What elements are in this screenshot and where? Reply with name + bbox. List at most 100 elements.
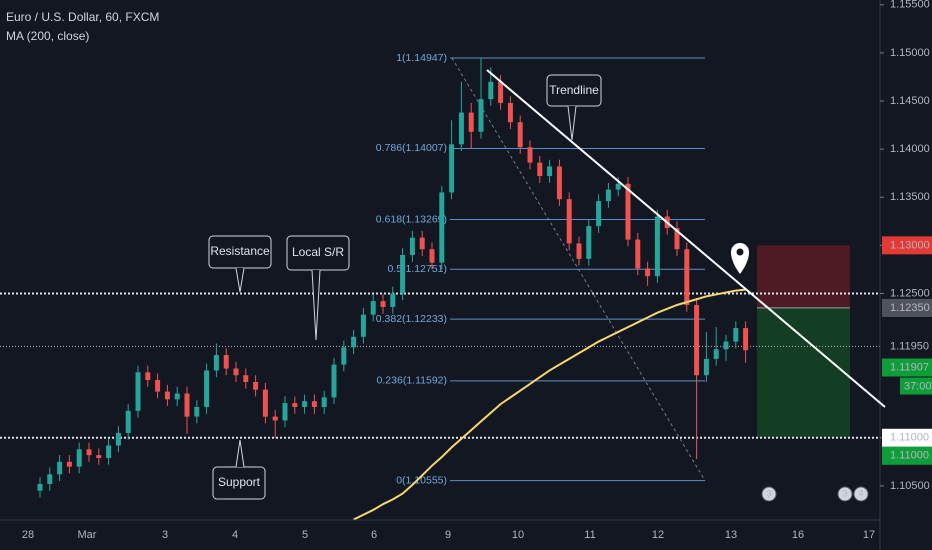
callout: Local S/R: [286, 235, 350, 341]
candle-body: [106, 445, 112, 458]
x-tick-label: 11: [584, 529, 595, 541]
event-badge: [837, 486, 853, 502]
x-tick-label: 3: [162, 529, 168, 541]
callout-text: Support: [218, 475, 261, 489]
candle-body: [302, 401, 308, 407]
candle-body: [135, 372, 141, 411]
callout: Resistance: [208, 235, 272, 293]
candle-body: [233, 368, 239, 376]
candle-body: [331, 364, 337, 398]
candle-body: [360, 314, 366, 337]
stop-zone: [757, 245, 850, 308]
candle-body: [155, 380, 161, 392]
candle-body: [694, 305, 700, 376]
candle-body: [321, 397, 327, 407]
candle-body: [429, 249, 435, 263]
event-count: 3: [766, 488, 771, 498]
candle-body: [547, 166, 553, 177]
candle-body: [625, 183, 631, 240]
candle-body: [223, 355, 229, 369]
x-tick-label: 9: [445, 529, 451, 541]
candle-body: [253, 381, 259, 390]
y-tick-label: 1.15500: [890, 0, 930, 11]
candle-body: [292, 403, 298, 407]
trendline: [486, 69, 886, 408]
indicator-label: MA (200, close): [6, 29, 89, 43]
event-count: 4: [858, 488, 863, 498]
x-tick-label: 13: [725, 529, 737, 541]
candle-body: [478, 99, 484, 132]
x-tick-label: 5: [302, 529, 308, 541]
callout: Trendline: [546, 74, 602, 141]
candle-body: [733, 328, 739, 342]
stop-price-label: 1.13000: [890, 239, 930, 251]
location-marker-dot: [736, 248, 744, 256]
time-axis: 28 Mar 3 4 5 6 9 10 11 12 13 16 17 3 3 4: [22, 486, 875, 541]
candle-body: [262, 389, 268, 417]
fib-label: 0(1.10555): [396, 474, 447, 486]
candle-body: [400, 254, 406, 294]
candle-body: [635, 239, 641, 269]
countdown-box: [900, 377, 932, 395]
candle-body: [743, 328, 749, 351]
candle-body: [507, 102, 513, 123]
chart-title: Euro / U.S. Dollar, 60, FXCM: [6, 10, 159, 24]
candle-body: [47, 474, 53, 484]
candle-body: [390, 293, 396, 307]
candle-body: [37, 483, 43, 491]
callout: Support: [212, 439, 266, 500]
fib-label: 0.5(1.12751): [387, 263, 447, 275]
price-axis: 1.15500 1.15000 1.14500 1.14000 1.13500 1.130…: [880, 0, 932, 492]
candle-body: [341, 347, 347, 365]
x-tick-label: 17: [863, 529, 875, 541]
candle-body: [311, 401, 317, 407]
y-tick-label: 1.12500: [890, 287, 930, 299]
fib-label: 0.236(1.11592): [377, 375, 447, 387]
candle-body: [596, 201, 602, 227]
y-tick-label: 1.14000: [890, 143, 930, 155]
candle-body: [86, 449, 92, 456]
candle-body: [537, 162, 543, 177]
callout-text: Resistance: [210, 244, 270, 258]
candle-body: [243, 375, 249, 382]
fib-label: 0.786(1.14007): [376, 142, 447, 154]
candle-body: [488, 81, 494, 100]
fib-label: 0.618(1.13269): [376, 213, 447, 225]
y-tick-label: 1.13500: [890, 191, 930, 203]
candle-body: [204, 370, 210, 407]
candle-body: [458, 112, 464, 145]
event-badge: [853, 486, 869, 502]
countdown: 37:00: [904, 380, 932, 392]
target-zone: [757, 307, 850, 438]
candle-body: [213, 355, 219, 371]
x-tick-label: Mar: [78, 529, 97, 541]
callout-text: Trendline: [549, 83, 599, 97]
candle-body: [615, 183, 621, 190]
location-marker: [731, 243, 749, 274]
fib-label: 0.382(1.12233): [376, 313, 447, 325]
candle-body: [96, 455, 102, 458]
candle-body: [439, 192, 445, 263]
event-badge: [761, 486, 777, 502]
candle-body: [66, 461, 72, 467]
entry-price-label: 1.12350: [890, 302, 930, 314]
plot-area: 1(1.14947) 0.786(1.14007) 0.618(1.13269) 0.…: [0, 52, 880, 520]
candle-body: [723, 341, 729, 350]
y-tick-label: 1.11000: [890, 432, 929, 444]
candle-body: [576, 243, 582, 259]
candle-body: [449, 144, 455, 193]
candle-body: [145, 372, 151, 381]
level-price-label: 1.11950: [890, 340, 929, 352]
candle-body: [57, 461, 63, 475]
candle-body: [380, 301, 386, 307]
candle-body: [605, 189, 611, 202]
fib-label: 1(1.14947): [396, 52, 447, 64]
candle-body: [527, 147, 533, 163]
candle-body: [419, 237, 425, 250]
x-tick-label: 28: [22, 529, 34, 541]
y-tick-label: 1.10500: [890, 480, 930, 492]
candle-body: [409, 237, 415, 255]
candle-body: [645, 268, 651, 277]
